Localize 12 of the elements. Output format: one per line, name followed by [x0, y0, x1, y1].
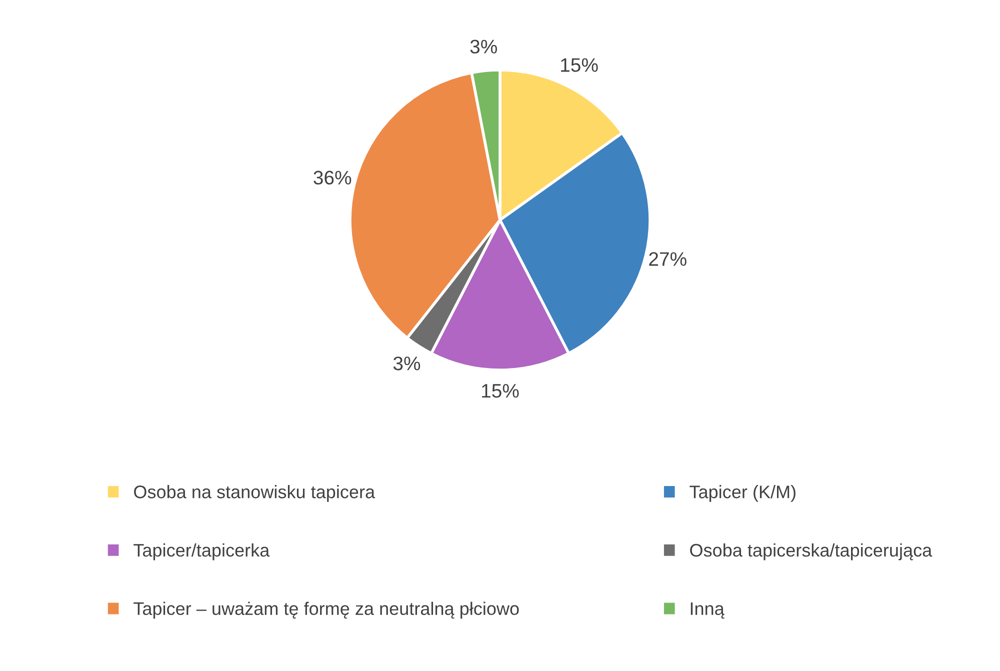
data-label: 36%: [314, 170, 352, 185]
data-label: 15%: [482, 384, 519, 398]
data-label: 27%: [649, 252, 686, 266]
legend-label: Osoba na stanowisku tapicera: [134, 485, 376, 502]
data-label: 15%: [561, 58, 598, 72]
legend-label: Tapicer (K/M): [690, 485, 796, 502]
legend-label: Tapicer – uważam tę formę za neutralną płciowo: [134, 602, 519, 619]
legend-label: Osoba tapicerska/tapicerująca: [690, 543, 932, 560]
data-label: 3%: [470, 40, 497, 54]
legend-label: Inną: [690, 602, 724, 619]
data-label: 3%: [393, 356, 420, 370]
legend-label: Tapicer/tapicerka: [134, 543, 270, 560]
